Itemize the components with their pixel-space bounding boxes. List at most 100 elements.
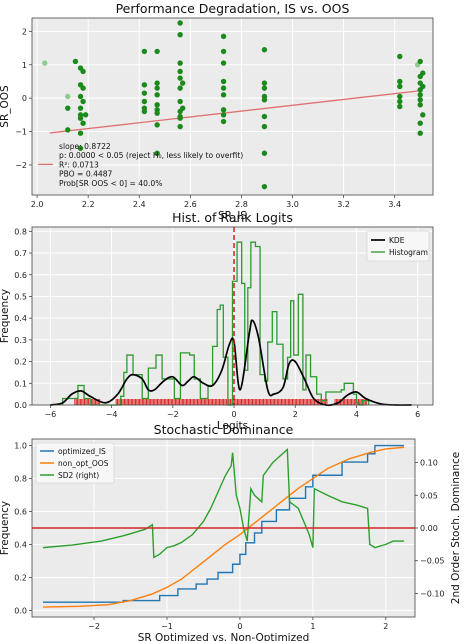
histogram-chart: −6 −4 −2 0 2 4 6 0.0 0.1 0.2 0.3 0.4 0.5 0.6 0.7 0.8 KDE… [0, 210, 434, 432]
dominance-axes-frame [31, 438, 416, 618]
scatter-point [220, 78, 227, 85]
scatter-point [220, 85, 227, 91]
scatter-axes-frame [31, 17, 434, 196]
histogram-y-tick-label: 0.0 [14, 401, 27, 410]
stats-annotation-line: R²: 0.0713 [59, 160, 99, 169]
scatter-point [397, 93, 403, 100]
scatter-y-tick-label: 1 [22, 61, 27, 70]
scatter-point [261, 150, 268, 156]
legend-label: non_opt_OOS [58, 459, 109, 468]
scatter-point [154, 92, 160, 98]
scatter-point [65, 105, 71, 111]
regression-line [49, 90, 421, 134]
scatter-point [177, 20, 183, 26]
scatter-point [417, 92, 423, 98]
stats-annotation-line: Prob[SR OOS < 0] = 40.0% [59, 179, 162, 188]
dominance-y2-tick-label: 0.00 [420, 524, 438, 533]
histogram-x-tick-label: 2 [293, 410, 298, 419]
scatter-point [261, 97, 268, 103]
histogram-y-tick-label: 0.5 [14, 292, 27, 301]
scatter-plot-area [32, 18, 433, 195]
histogram-outline [61, 241, 370, 406]
scatter-point [397, 103, 403, 110]
histogram-y-tick-label: 0.7 [14, 249, 27, 258]
dominance-y2-tick-label: 0.10 [420, 459, 438, 468]
scatter-point [179, 105, 186, 111]
histogram-y-tick-label: 0.6 [14, 271, 27, 280]
histogram-y-tick-label: 0.2 [14, 358, 27, 367]
stats-annotation-line: PBO = 0.4487 [59, 170, 113, 179]
scatter-y-tick-label: 0 [22, 94, 27, 103]
scatter-point [261, 80, 268, 86]
scatter-point [77, 115, 84, 121]
scatter-x-tick-label: 3.0 [286, 200, 299, 209]
scatter-chart: 2.0 2.2 2.4 2.6 2.8 3.0 3.2 3.4 −2 −1 0 1 2 slope: 0.… [0, 1, 434, 222]
dominance-y-tick-label: 0.6 [14, 508, 27, 517]
dominance-y-tick-label: 0.4 [14, 540, 27, 549]
dominance-y2-tick-label: −0.10 [420, 589, 445, 598]
scatter-point [420, 112, 426, 118]
legend-label: SD2 (right) [58, 471, 99, 480]
scatter-point [42, 60, 48, 66]
scatter-point [154, 150, 160, 156]
dominance-chart: −2 −1 0 1 2 0.0 0.2 0.4 0.6 0.8 1.0 −0.10 −0.05 0.00 0… [0, 422, 462, 641]
scatter-y-tick-label: −2 [15, 161, 27, 170]
dominance-x-tick-label: 2 [383, 622, 388, 631]
scatter-y-tick-label: −1 [15, 128, 27, 137]
scatter-point [177, 85, 183, 91]
scatter-point [154, 110, 160, 116]
scatter-x-tick-label: 2.4 [133, 200, 146, 209]
scatter-point [82, 112, 89, 118]
dominance-y2-axis-label: 2nd Order Stoch. Dominance [450, 452, 462, 604]
histogram-y-axis-label: Frequency [0, 289, 11, 343]
scatter-point [141, 108, 148, 115]
scatter-point [220, 48, 227, 55]
series-line-non-opt-oos [42, 446, 405, 608]
histogram-y-tick-label: 0.3 [14, 336, 27, 345]
legend-label: optimized_IS [58, 447, 106, 456]
scatter-x-axis-label: SR_IS [218, 210, 247, 222]
histogram-legend-box [366, 230, 430, 262]
histogram-x-tick-label: −6 [44, 410, 56, 419]
scatter-y-tick-label: 2 [22, 27, 27, 36]
scatter-point [154, 122, 160, 128]
histogram-x-tick-label: 4 [354, 410, 359, 419]
scatter-point [220, 118, 227, 125]
scatter-point [141, 98, 148, 105]
scatter-point [261, 47, 268, 53]
dominance-y-tick-label: 0.2 [14, 573, 27, 582]
scatter-title: Performance Degradation, IS vs. OOS [116, 1, 350, 16]
stats-annotation-line: slope: 0.8722 [59, 142, 111, 151]
scatter-point [77, 130, 84, 136]
dominance-x-tick-label: −1 [161, 622, 173, 631]
stats-annotation-line: p: 0.0000 < 0.05 (reject H₀, less likely… [59, 151, 243, 160]
dominance-y-tick-label: 0.0 [14, 606, 27, 615]
scatter-point [220, 112, 227, 118]
dominance-title: Stochastic Dominance [154, 422, 294, 437]
scatter-point [417, 120, 423, 126]
scatter-point [154, 85, 160, 91]
scatter-x-tick-label: 2.0 [31, 200, 44, 209]
scatter-point [220, 33, 227, 40]
scatter-point [177, 115, 183, 121]
histogram-title: Hist. of Rank Logits [172, 210, 293, 225]
scatter-point [77, 93, 84, 100]
histogram-x-tick-label: −2 [167, 410, 179, 419]
dominance-legend-box [35, 442, 115, 484]
scatter-point [80, 98, 86, 105]
scatter-point [397, 98, 403, 105]
histogram-y-tick-label: 0.1 [14, 379, 27, 388]
scatter-x-tick-label: 3.2 [337, 200, 350, 209]
histogram-x-tick-label: −4 [106, 410, 118, 419]
scatter-point [397, 53, 403, 60]
dominance-y2-tick-label: −0.05 [420, 557, 445, 566]
scatter-x-tick-label: 2.2 [82, 200, 95, 209]
legend-histogram-label: Histogram [389, 248, 428, 257]
scatter-point [154, 102, 160, 108]
dominance-y-tick-label: 0.8 [14, 475, 27, 484]
scatter-point [154, 80, 160, 86]
scatter-point [65, 93, 71, 100]
scatter-point [220, 92, 227, 98]
dominance-x-tick-label: −2 [88, 622, 100, 631]
histogram-y-tick-label: 0.8 [14, 227, 27, 236]
